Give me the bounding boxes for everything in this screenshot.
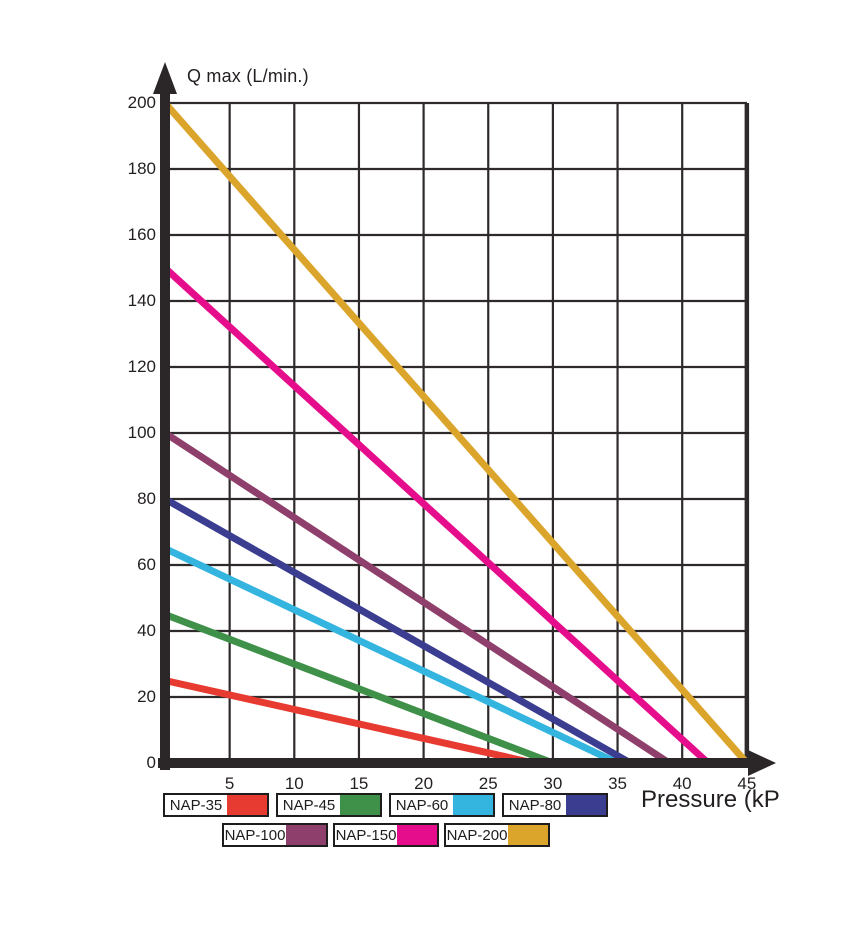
legend-label: NAP-35 xyxy=(169,796,223,814)
legend-item-nap-150: NAP-150 xyxy=(333,823,439,847)
y-tick-label-60: 60 xyxy=(137,555,156,574)
y-axis-arrow-icon xyxy=(153,62,177,94)
legend-swatch xyxy=(566,795,606,815)
legend-label: NAP-60 xyxy=(395,796,449,814)
x-tick-label-40: 40 xyxy=(672,774,692,793)
legend-item-nap-35: NAP-35 xyxy=(163,793,269,817)
y-tick-label-100: 100 xyxy=(127,423,156,442)
x-tick-label-30: 30 xyxy=(543,774,563,793)
y-tick-label-120: 120 xyxy=(127,357,156,376)
series-line-nap-35 xyxy=(164,677,535,767)
x-tick-label-20: 20 xyxy=(414,774,434,793)
y-tick-label-160: 160 xyxy=(127,225,156,244)
y-tick-label-20: 20 xyxy=(137,687,156,706)
series-line-nap-45 xyxy=(163,611,555,767)
legend-item-nap-100: NAP-100 xyxy=(222,823,328,847)
series-line-nap-100 xyxy=(163,430,672,766)
y-tick-label-180: 180 xyxy=(127,159,156,178)
x-tick-label-25: 25 xyxy=(478,774,498,793)
legend-swatch xyxy=(286,825,326,845)
x-tick-label-10: 10 xyxy=(284,774,304,793)
legend-swatch xyxy=(397,825,437,845)
legend-item-nap-45: NAP-45 xyxy=(276,793,382,817)
x-axis-arrow-icon xyxy=(748,750,776,776)
axes xyxy=(153,62,776,776)
legend-swatch xyxy=(340,795,380,815)
x-tick-label-5: 5 xyxy=(224,774,235,793)
legend-label: NAP-200 xyxy=(446,826,508,844)
legend-swatch xyxy=(227,795,267,815)
x-tick-label-15: 15 xyxy=(349,774,369,793)
x-axis-label: Pressure (kP xyxy=(641,786,780,813)
series-line-nap-150 xyxy=(162,265,711,766)
series-line-nap-80 xyxy=(163,495,633,767)
y-axis-bar xyxy=(160,88,170,770)
legend-item-nap-80: NAP-80 xyxy=(502,793,608,817)
series-line-nap-200 xyxy=(162,100,750,766)
chart-title: Q max (L/min.) xyxy=(187,66,309,86)
legend-label: NAP-80 xyxy=(508,796,562,814)
y-tick-label-140: 140 xyxy=(127,291,156,310)
y-tick-label-40: 40 xyxy=(137,621,156,640)
legend-label: NAP-100 xyxy=(224,826,286,844)
legend-label: NAP-150 xyxy=(335,826,397,844)
legend-label: NAP-45 xyxy=(282,796,336,814)
x-tick-label-35: 35 xyxy=(608,774,627,793)
legend-swatch xyxy=(453,795,493,815)
y-tick-label-80: 80 xyxy=(137,489,156,508)
x-axis-bar xyxy=(158,758,751,768)
series-line-nap-60 xyxy=(163,545,620,767)
legend-swatch xyxy=(508,825,548,845)
y-tick-label-0: 0 xyxy=(146,753,156,772)
x-tick-label-45: 45 xyxy=(737,774,757,793)
y-tick-label-200: 200 xyxy=(127,93,156,112)
legend-item-nap-200: NAP-200 xyxy=(444,823,550,847)
legend-item-nap-60: NAP-60 xyxy=(389,793,495,817)
